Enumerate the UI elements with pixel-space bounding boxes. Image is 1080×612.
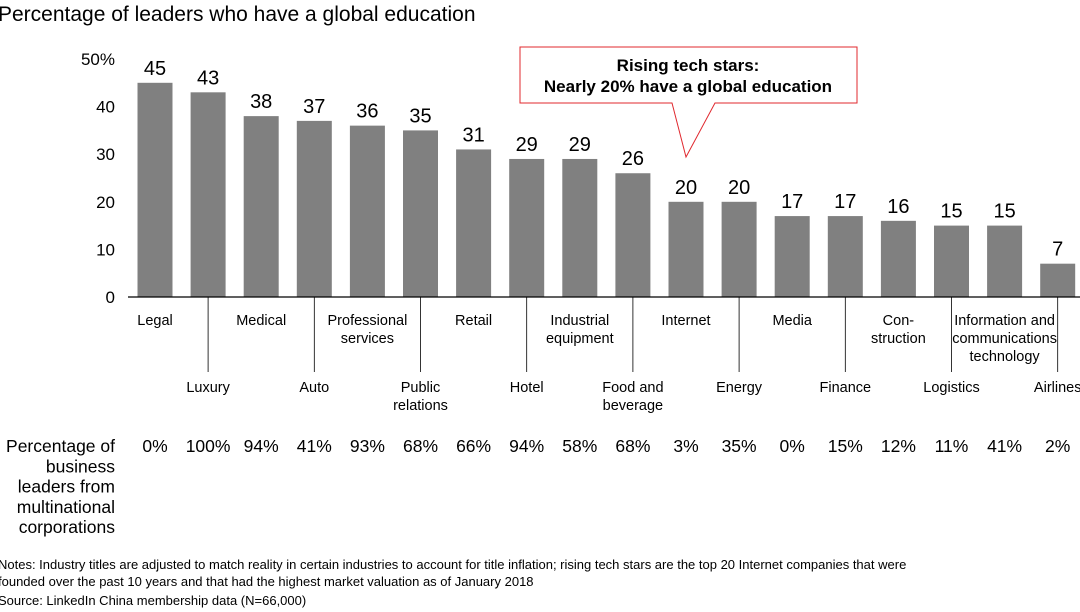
row-value: 68%	[403, 436, 438, 456]
row-value: 94%	[509, 436, 544, 456]
x-tick-label: Energy	[716, 380, 763, 396]
x-tick-label: Industrial equipment	[546, 313, 614, 347]
row-value: 2%	[1045, 436, 1070, 456]
row-value: 11%	[935, 436, 969, 456]
row-label: multinational	[17, 497, 115, 517]
x-tick-label: Luxury	[186, 380, 230, 396]
x-tick-label: Airlines	[1034, 380, 1080, 396]
x-tick-label: Con-struction	[871, 313, 926, 347]
bar	[1040, 263, 1076, 297]
bar	[774, 216, 810, 297]
bar	[296, 120, 332, 297]
annotation-text: Rising tech stars:	[617, 56, 760, 75]
bar	[615, 173, 651, 297]
row-value: 3%	[673, 436, 698, 456]
row-value: 58%	[562, 436, 597, 456]
bar	[137, 82, 173, 297]
y-tick-label: 20	[96, 193, 115, 212]
bar	[880, 220, 916, 297]
value-label: 36	[356, 101, 378, 123]
value-label: 45	[144, 58, 166, 80]
bar	[987, 225, 1023, 297]
x-tick-label: Hotel	[510, 380, 544, 396]
row-label: leaders from	[18, 477, 115, 497]
x-tick-label: Finance	[820, 380, 872, 396]
value-label: 15	[993, 201, 1015, 223]
bar	[562, 158, 598, 297]
row-value: 66%	[456, 436, 491, 456]
value-label: 35	[409, 105, 431, 127]
value-label: 29	[516, 134, 538, 156]
y-tick-label: 30	[96, 145, 115, 164]
bar	[934, 225, 969, 297]
x-tick-label: Medical	[236, 313, 286, 329]
x-tick-label: Food and beverage	[602, 380, 663, 414]
y-tick-label: 40	[96, 98, 115, 117]
value-label: 31	[462, 124, 484, 146]
row-value: 100%	[186, 436, 231, 456]
row-value: 35%	[722, 436, 757, 456]
x-tick-label: Media	[772, 313, 812, 329]
note: founded over the past 10 years and that …	[0, 574, 534, 589]
bar	[509, 158, 545, 297]
value-label: 17	[834, 191, 856, 213]
row-value: 93%	[350, 436, 385, 456]
row-value: 68%	[615, 436, 650, 456]
bar	[349, 125, 385, 297]
bar	[721, 201, 757, 297]
row-value: 12%	[881, 436, 916, 456]
value-label: 37	[303, 96, 325, 118]
y-tick-label: 0	[106, 288, 115, 307]
value-label: 15	[940, 201, 962, 223]
row-value: 41%	[297, 436, 332, 456]
row-label: Percentage of	[6, 436, 115, 456]
chart-title: Percentage of leaders who have a global …	[0, 3, 476, 26]
note: Notes: Industry titles are adjusted to m…	[0, 557, 906, 572]
value-label: 7	[1052, 239, 1063, 261]
bar	[668, 201, 704, 297]
bar	[190, 92, 226, 297]
bar	[456, 149, 492, 297]
x-tick-label: Legal	[137, 313, 172, 329]
row-value: 41%	[987, 436, 1022, 456]
row-value: 15%	[828, 436, 863, 456]
annotation-text: Nearly 20% have a global education	[544, 77, 832, 96]
annotation-box	[519, 46, 858, 159]
bar	[403, 130, 438, 297]
row-value: 0%	[142, 436, 167, 456]
y-tick-label: 10	[96, 240, 115, 259]
row-value: 0%	[780, 436, 805, 456]
x-tick-label: Internet	[661, 313, 710, 329]
x-tick-label: Information and communications technology	[952, 313, 1057, 365]
row-value: 94%	[244, 436, 279, 456]
row-label: business	[46, 456, 115, 476]
x-tick-label: Auto	[299, 380, 329, 396]
value-label: 20	[728, 177, 750, 199]
value-label: 16	[887, 196, 909, 218]
x-tick-label: Retail	[455, 313, 492, 329]
value-label: 26	[622, 148, 644, 170]
value-label: 38	[250, 91, 272, 113]
source: Source: LinkedIn China membership data (…	[0, 593, 306, 608]
bar	[827, 216, 863, 297]
row-label: corporations	[19, 517, 116, 537]
y-tick-label: 50%	[81, 50, 115, 69]
x-tick-label: Logistics	[923, 380, 979, 396]
value-label: 20	[675, 177, 697, 199]
bar	[243, 116, 279, 298]
value-label: 29	[569, 134, 591, 156]
x-tick-label: Public relations	[393, 380, 448, 414]
x-tick-label: Professional services	[328, 313, 408, 347]
value-label: 43	[197, 67, 219, 89]
value-label: 17	[781, 191, 803, 213]
